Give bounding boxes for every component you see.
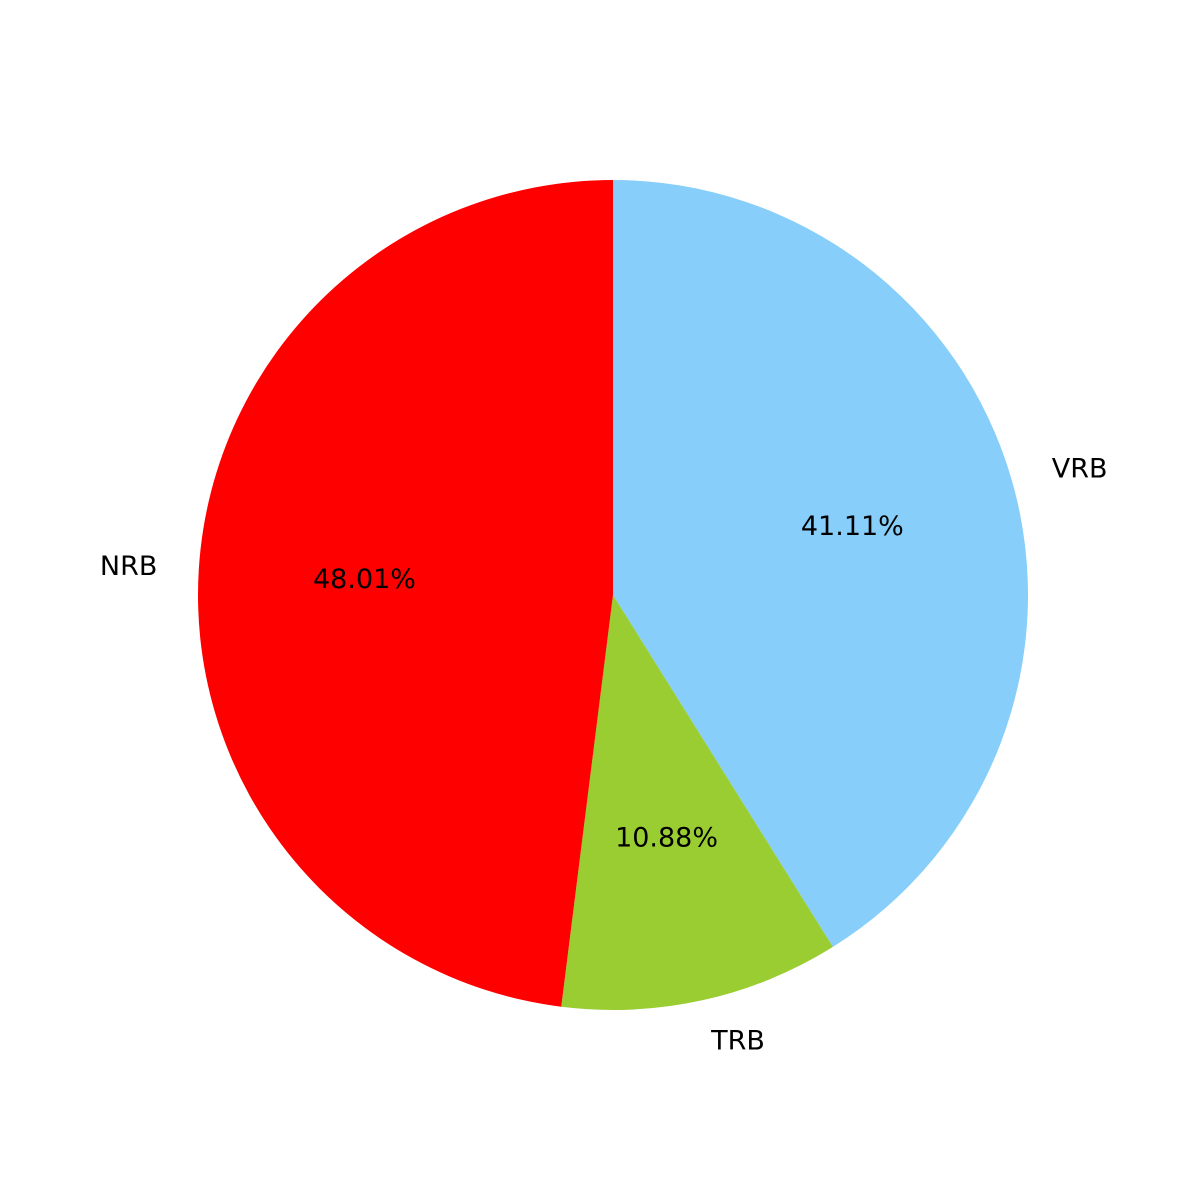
slice-label-vrb: VRB bbox=[1052, 454, 1108, 485]
pct-label-nrb: 48.01% bbox=[313, 564, 416, 595]
slice-nrb bbox=[197, 180, 613, 1007]
pct-label-vrb: 41.11% bbox=[801, 511, 904, 542]
pct-label-trb: 10.88% bbox=[615, 823, 718, 854]
pie-labels: VRB 41.11% TRB 10.88% NRB 48.01% bbox=[100, 454, 1108, 1057]
slice-trb bbox=[561, 595, 833, 1010]
slice-label-trb: TRB bbox=[710, 1025, 765, 1056]
slice-label-nrb: NRB bbox=[100, 551, 157, 582]
pie-slices bbox=[197, 180, 1029, 1010]
slice-vrb bbox=[613, 180, 1029, 947]
